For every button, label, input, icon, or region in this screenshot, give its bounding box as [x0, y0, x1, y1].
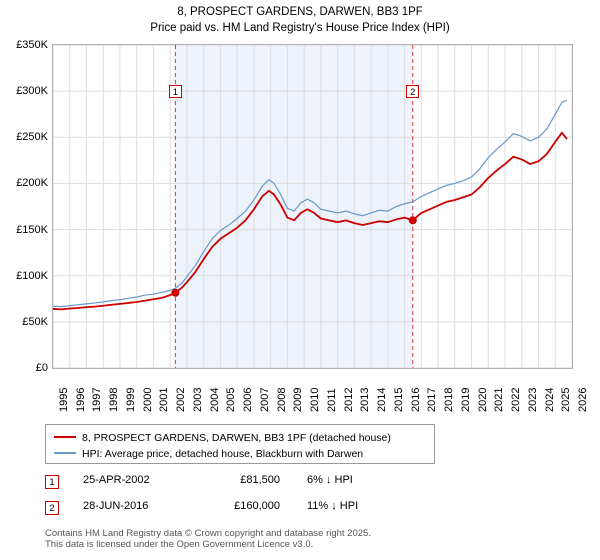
chart-svg [53, 45, 572, 368]
x-tick-label: 1997 [91, 387, 104, 412]
page-title: 8, PROSPECT GARDENS, DARWEN, BB3 1PF Pri… [0, 4, 600, 36]
x-tick-label: 1999 [124, 387, 137, 412]
y-tick-label: £350K [16, 39, 48, 51]
x-tick-label: 2012 [342, 387, 355, 412]
annotation-price-1: £81,500 [240, 474, 280, 486]
y-axis-labels: £0 £50K £100K £150K £200K £250K £300K £350K [0, 39, 600, 374]
series-line-0 [53, 131, 568, 311]
x-tick-label: 2008 [275, 387, 288, 412]
title-line-1: 8, PROSPECT GARDENS, DARWEN, BB3 1PF [177, 6, 423, 18]
annotation-table: 1 25-APR-2002 £81,500 6% ↓ HPI 2 28-JUN-… [45, 472, 445, 524]
y-tick-label: £100K [16, 269, 48, 282]
x-tick-label: 2024 [543, 387, 556, 412]
annotation-hpi-2: 11% ↓ HPI [307, 500, 359, 512]
y-tick-label: £50K [22, 315, 48, 328]
footer-line-2: This data is licensed under the Open Gov… [45, 539, 314, 550]
x-tick-label: 2010 [309, 387, 322, 412]
x-tick-label: 1996 [74, 387, 87, 412]
annotation-price-2: £160,000 [234, 500, 280, 512]
annotation-date-2: 28-JUN-2016 [83, 500, 149, 512]
annotation-index-2: 2 [45, 501, 59, 515]
x-tick-label: 2022 [510, 387, 523, 412]
y-tick-label: £250K [16, 131, 48, 144]
sale-point-1 [171, 288, 180, 297]
series-line-1 [53, 99, 568, 308]
x-tick-label: 2005 [225, 387, 238, 412]
x-tick-label: 2007 [258, 387, 271, 412]
x-tick-label: 2019 [459, 387, 472, 412]
legend-swatch-1 [54, 452, 76, 455]
legend-item-1: HPI: Average price, detached house, Blac… [54, 448, 363, 460]
x-tick-label: 2001 [158, 387, 171, 412]
sale-point-2 [408, 216, 417, 225]
x-tick-label: 2000 [141, 387, 154, 412]
x-tick-label: 2009 [292, 387, 305, 412]
x-tick-label: 2023 [526, 387, 539, 412]
footer-line-1: Contains HM Land Registry data © Crown c… [45, 528, 371, 539]
chart-marker-1: 1 [168, 84, 182, 98]
x-tick-label: 2003 [191, 387, 204, 412]
title-line-2: Price paid vs. HM Land Registry's House … [150, 22, 450, 34]
legend-swatch-0 [54, 436, 76, 439]
legend-label-0: 8, PROSPECT GARDENS, DARWEN, BB3 1PF (de… [82, 432, 391, 444]
shaded-period-region [175, 45, 413, 368]
annotation-index-1: 1 [45, 475, 59, 489]
annotation-row-1: 1 25-APR-2002 £81,500 6% ↓ HPI [45, 472, 445, 498]
x-tick-label: 2014 [376, 387, 389, 412]
chart-legend: 8, PROSPECT GARDENS, DARWEN, BB3 1PF (de… [45, 424, 435, 464]
y-tick-label: £0 [35, 362, 48, 374]
legend-label-1: HPI: Average price, detached house, Blac… [82, 448, 364, 460]
y-tick-label: £300K [16, 85, 48, 98]
x-tick-label: 2020 [476, 387, 489, 412]
x-tick-label: 1995 [58, 387, 70, 412]
x-tick-label: 2025 [560, 387, 573, 412]
y-tick-label: £150K [16, 223, 48, 236]
x-axis-labels: 1995 1996 1997 1998 1999 2000 2001 2002 2003 2004… [52, 372, 589, 416]
chart-plot-area [52, 44, 573, 369]
footer-attribution: Contains HM Land Registry data © Crown c… [45, 528, 585, 550]
x-tick-label: 2021 [493, 387, 506, 412]
x-tick-label: 2015 [392, 387, 405, 412]
x-tick-label: 2018 [443, 387, 456, 412]
x-tick-label: 2004 [208, 387, 221, 412]
legend-item-0: 8, PROSPECT GARDENS, DARWEN, BB3 1PF (de… [54, 432, 391, 444]
chart-marker-2: 2 [406, 84, 420, 98]
annotation-row-2: 2 28-JUN-2016 £160,000 11% ↓ HPI [45, 498, 445, 524]
x-tick-label: 1998 [108, 387, 121, 412]
x-tick-label: 2006 [242, 387, 255, 412]
annotation-date-1: 25-APR-2002 [83, 474, 150, 486]
x-tick-label: 2011 [325, 388, 338, 412]
x-tick-label: 2017 [426, 387, 439, 412]
x-tick-label: 2002 [175, 387, 188, 412]
x-tick-label: 2013 [359, 387, 372, 412]
x-tick-label: 2026 [577, 387, 589, 412]
annotation-hpi-1: 6% ↓ HPI [307, 474, 353, 486]
x-tick-label: 2016 [409, 387, 422, 412]
y-tick-label: £200K [16, 177, 48, 190]
